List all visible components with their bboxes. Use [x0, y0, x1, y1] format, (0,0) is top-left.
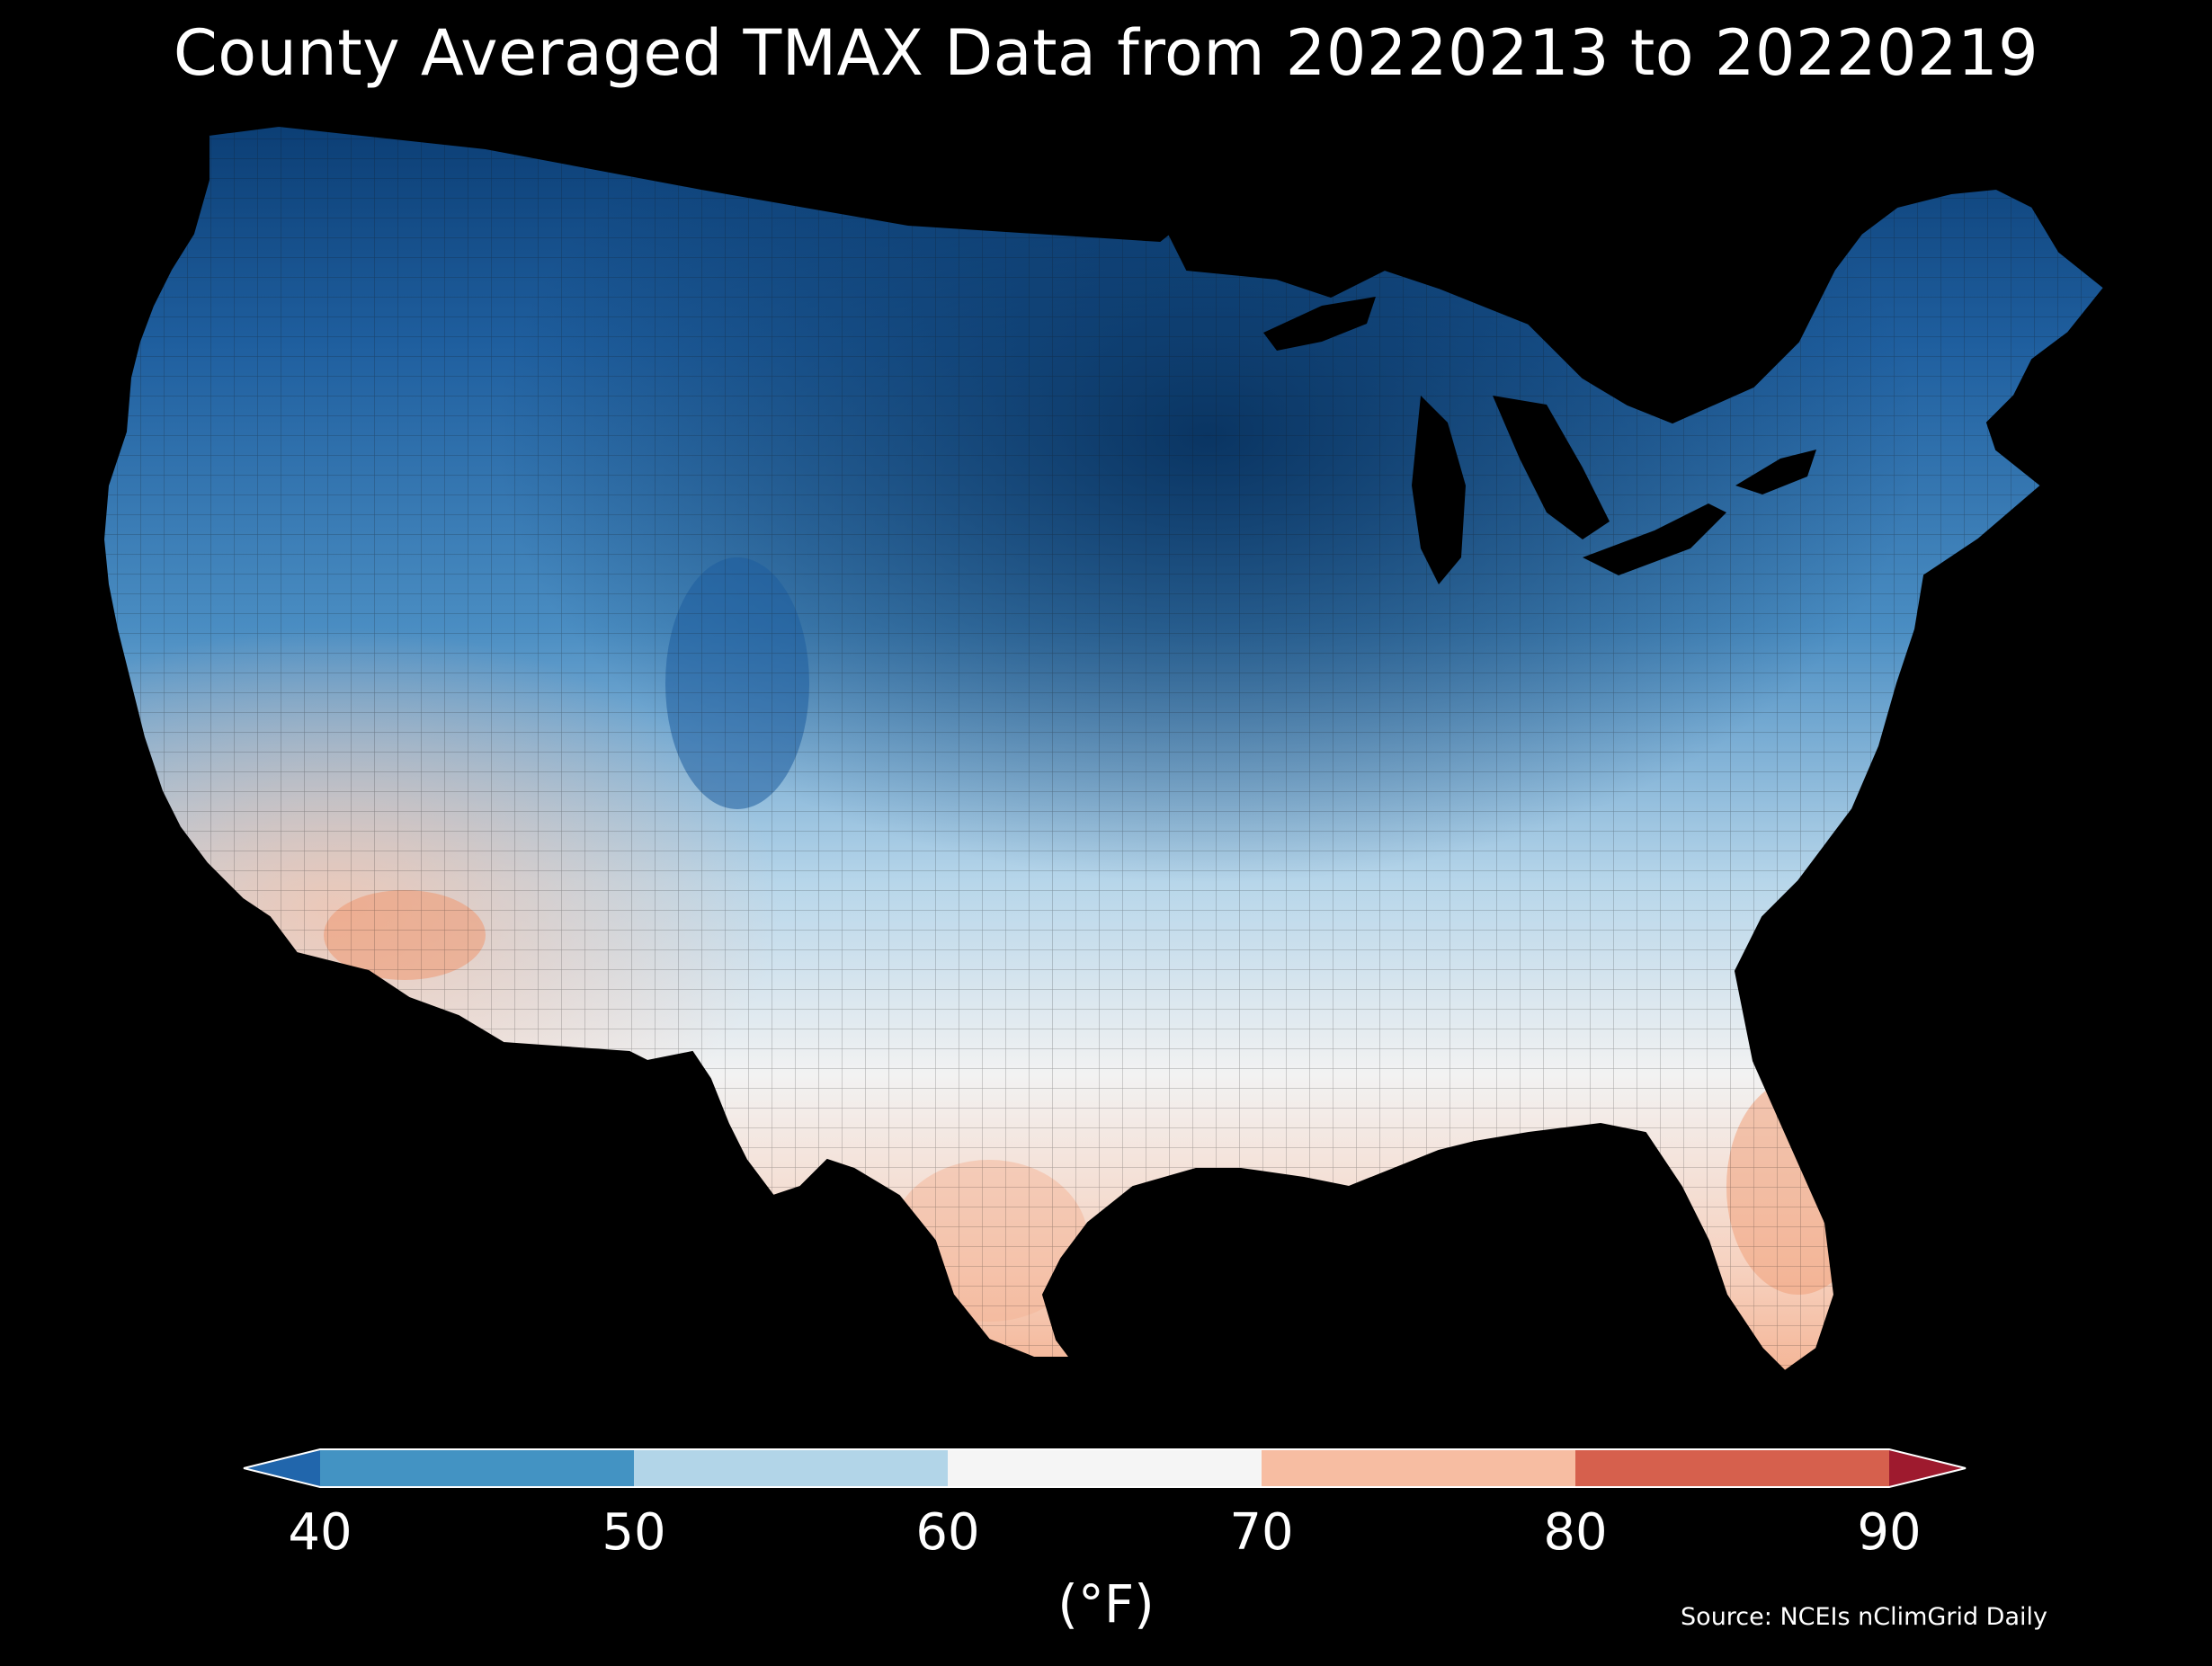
- source-credit: Source: NCEIs nClimGrid Daily: [1681, 1603, 2047, 1631]
- colorbar-tick-label: 70: [1229, 1503, 1294, 1562]
- colorbar-bin-80-90: [1575, 1449, 1889, 1487]
- colorbar-tick-label: 40: [288, 1503, 352, 1562]
- colorbar-bin-40-50: [320, 1449, 634, 1487]
- colorbar-tick-label: 60: [915, 1503, 980, 1562]
- colorbar-outline: [243, 1448, 1967, 1488]
- colorbar-tick-label: 50: [602, 1503, 666, 1562]
- great-lakes: [1263, 297, 1816, 584]
- colorbar-bin-50-60: [634, 1449, 948, 1487]
- colorbar-bin-70-80: [1262, 1449, 1575, 1487]
- colorbar-tick-label: 80: [1543, 1503, 1608, 1562]
- colorbar-tick-label: 90: [1857, 1503, 1922, 1562]
- map-title: County Averaged TMAX Data from 20220213 …: [173, 16, 2039, 90]
- colorbar-bin-60-70: [948, 1449, 1262, 1487]
- colorbar-extend-low: [244, 1449, 320, 1487]
- colorbar-extend-high: [1889, 1449, 1966, 1487]
- colorbar-unit-label: (°F): [1057, 1573, 1155, 1635]
